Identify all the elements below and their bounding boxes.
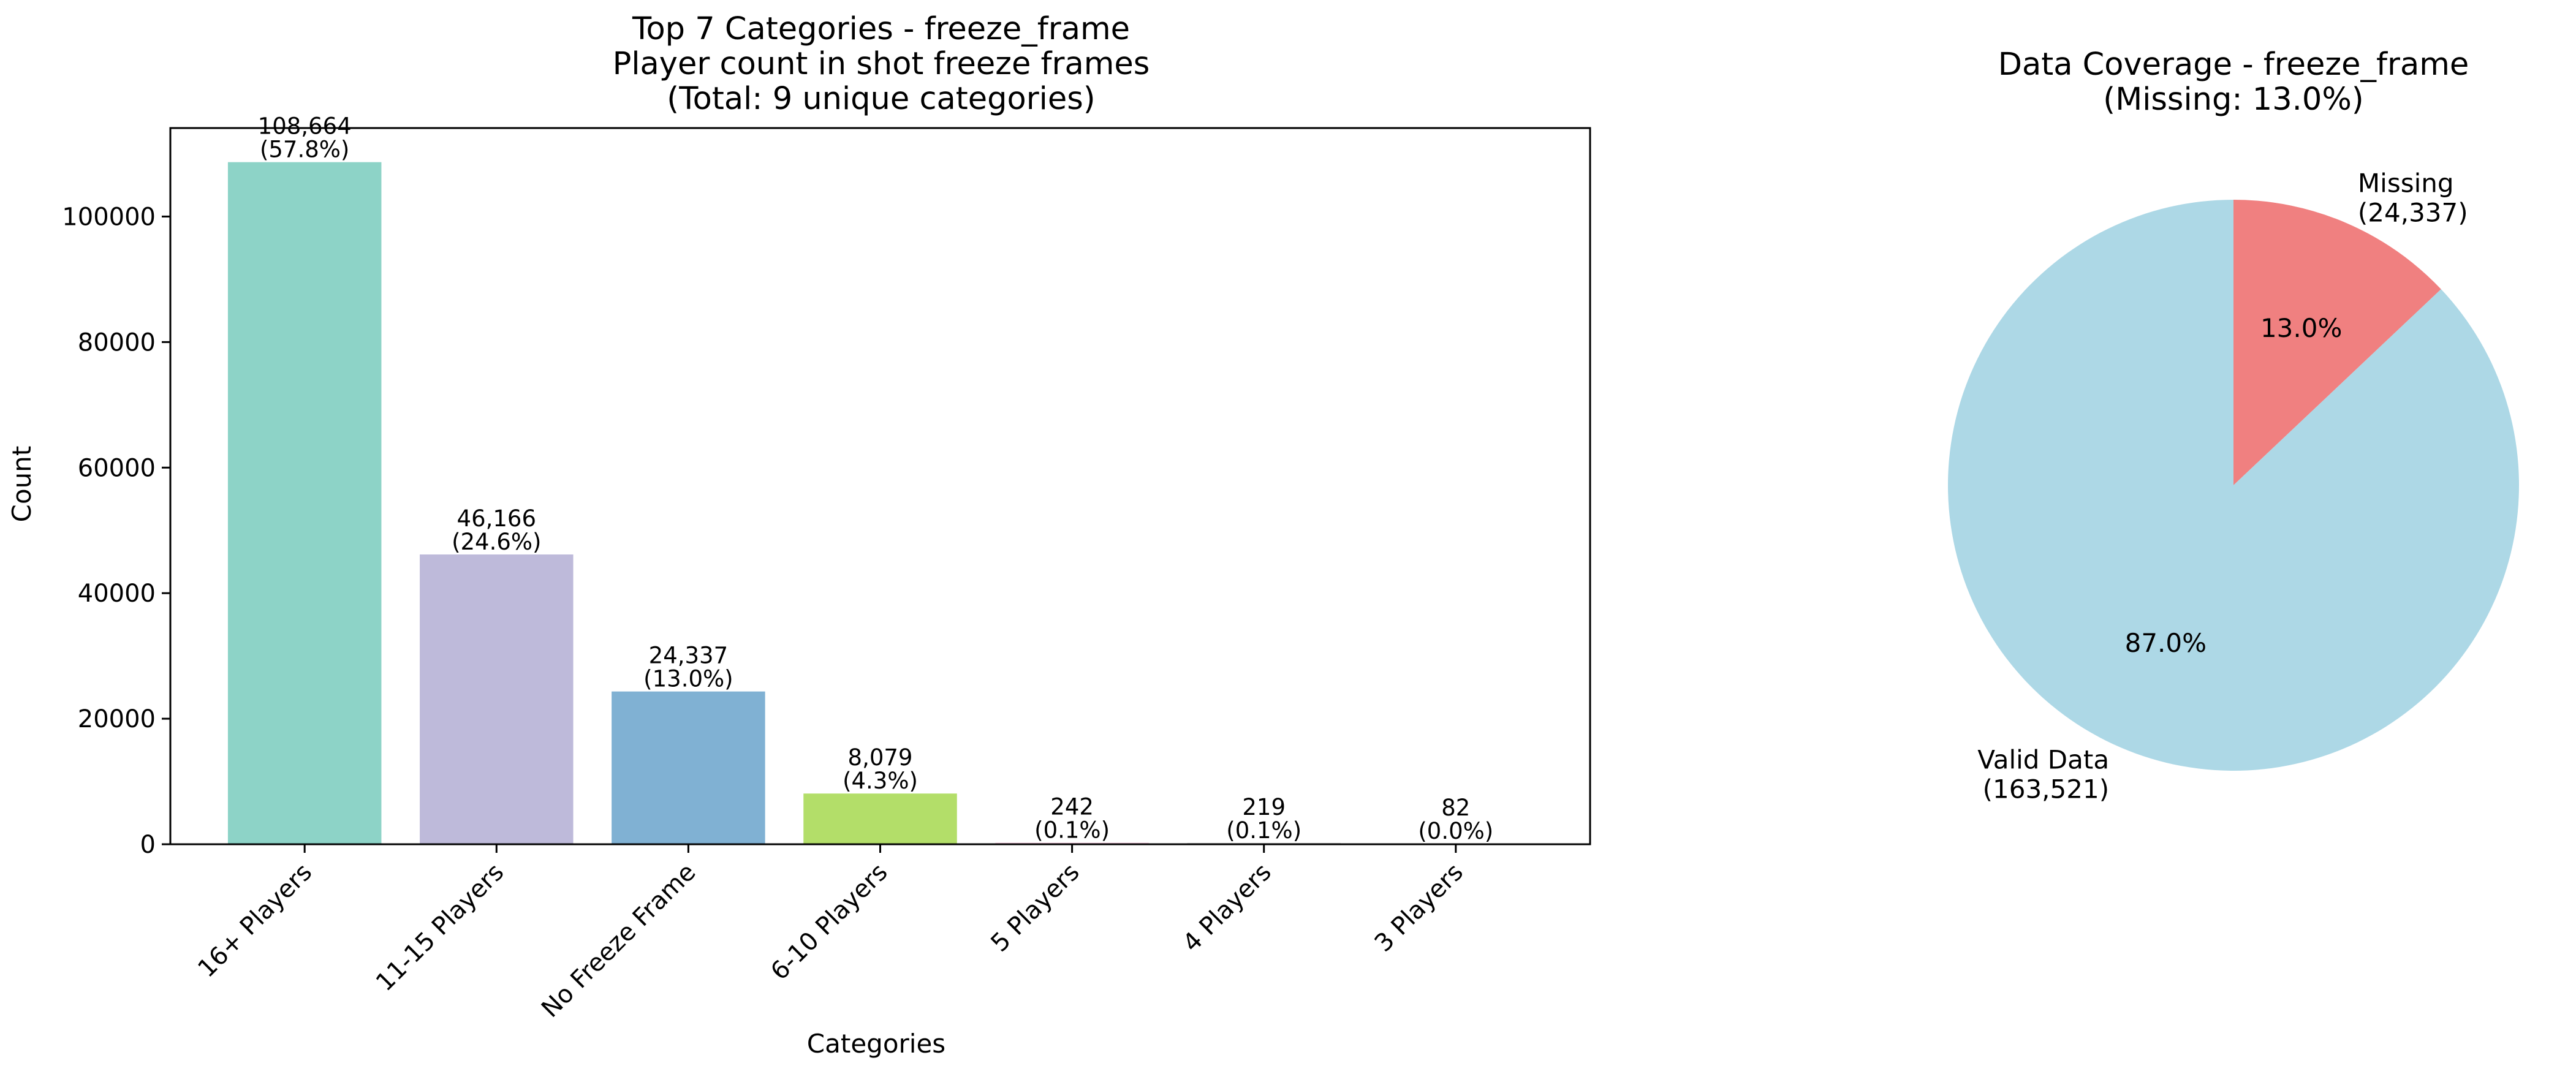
- bar-chart-data-labels: 108,664(57.8%) 46,166(24.6%) 24,337(13.0%)…: [258, 113, 1494, 844]
- bar: [612, 691, 765, 844]
- bar-chart-bars: [227, 162, 1533, 845]
- pie-category-label: Missing: [2358, 168, 2454, 198]
- pie-percent-label: 87.0%: [2125, 628, 2207, 658]
- pie-chart: Data Coverage - freeze_frame(Missing: 13…: [1948, 47, 2519, 804]
- bar-percent-label: (24.6%): [452, 529, 541, 555]
- pie-value-label: (163,521): [1983, 774, 2109, 804]
- bar-percent-label: (57.8%): [260, 137, 349, 163]
- bar-value-label: 108,664: [258, 113, 352, 140]
- y-tick-label: 100000: [62, 203, 156, 231]
- bar-chart-plot-frame: [169, 127, 1591, 845]
- bar-value-label: 219: [1242, 794, 1286, 820]
- y-tick-label: 0: [140, 831, 156, 859]
- pie-value-label: (24,337): [2358, 197, 2468, 227]
- pie-chart-slices: [1948, 200, 2519, 771]
- bar-value-label: 46,166: [457, 505, 536, 532]
- bar-percent-label: (0.0%): [1418, 818, 1493, 844]
- bar-chart-x-axis-label: Categories: [807, 1029, 945, 1059]
- bar-percent-label: (4.3%): [843, 768, 918, 794]
- bar-percent-label: (0.1%): [1034, 817, 1110, 844]
- bar: [803, 793, 957, 844]
- bar-value-label: 24,337: [649, 643, 728, 669]
- y-tick-label: 20000: [78, 705, 156, 733]
- bar-chart-y-ticks: 0 20000 40000 60000 80000 100000: [62, 203, 170, 859]
- bar-chart-title-line: Player count in shot freeze frames: [613, 46, 1150, 82]
- bar-percent-label: (0.1%): [1226, 817, 1301, 844]
- bar-value-label: 8,079: [848, 744, 913, 771]
- pie-slice: [1948, 200, 2519, 771]
- bar-percent-label: (13.0%): [643, 666, 733, 692]
- bar-value-label: 82: [1441, 795, 1470, 821]
- bar-chart-title-line: (Total: 9 unique categories): [667, 81, 1095, 117]
- bar: [420, 554, 574, 844]
- bar-chart-title-line: Top 7 Categories - freeze_frame: [632, 11, 1130, 47]
- pie-chart-title-line: Data Coverage - freeze_frame: [1998, 47, 2469, 83]
- pie-category-label: Valid Data: [1977, 745, 2109, 775]
- pie-chart-labels: 13.0% Missing(24,337) 87.0% Valid Data(163,…: [1977, 168, 2468, 804]
- bar-value-label: 242: [1050, 794, 1094, 820]
- pie-chart-title: Data Coverage - freeze_frame(Missing: 13…: [1998, 47, 2469, 118]
- bar: [227, 162, 382, 845]
- y-tick-label: 80000: [78, 328, 156, 357]
- pie-percent-label: 13.0%: [2260, 313, 2342, 343]
- y-tick-label: 40000: [78, 580, 156, 608]
- bar-chart-y-axis-label: Count: [7, 446, 37, 523]
- pie-slice: [2233, 200, 2441, 485]
- y-tick-label: 60000: [78, 454, 156, 482]
- pie-chart-title-line: (Missing: 13.0%): [2103, 81, 2363, 118]
